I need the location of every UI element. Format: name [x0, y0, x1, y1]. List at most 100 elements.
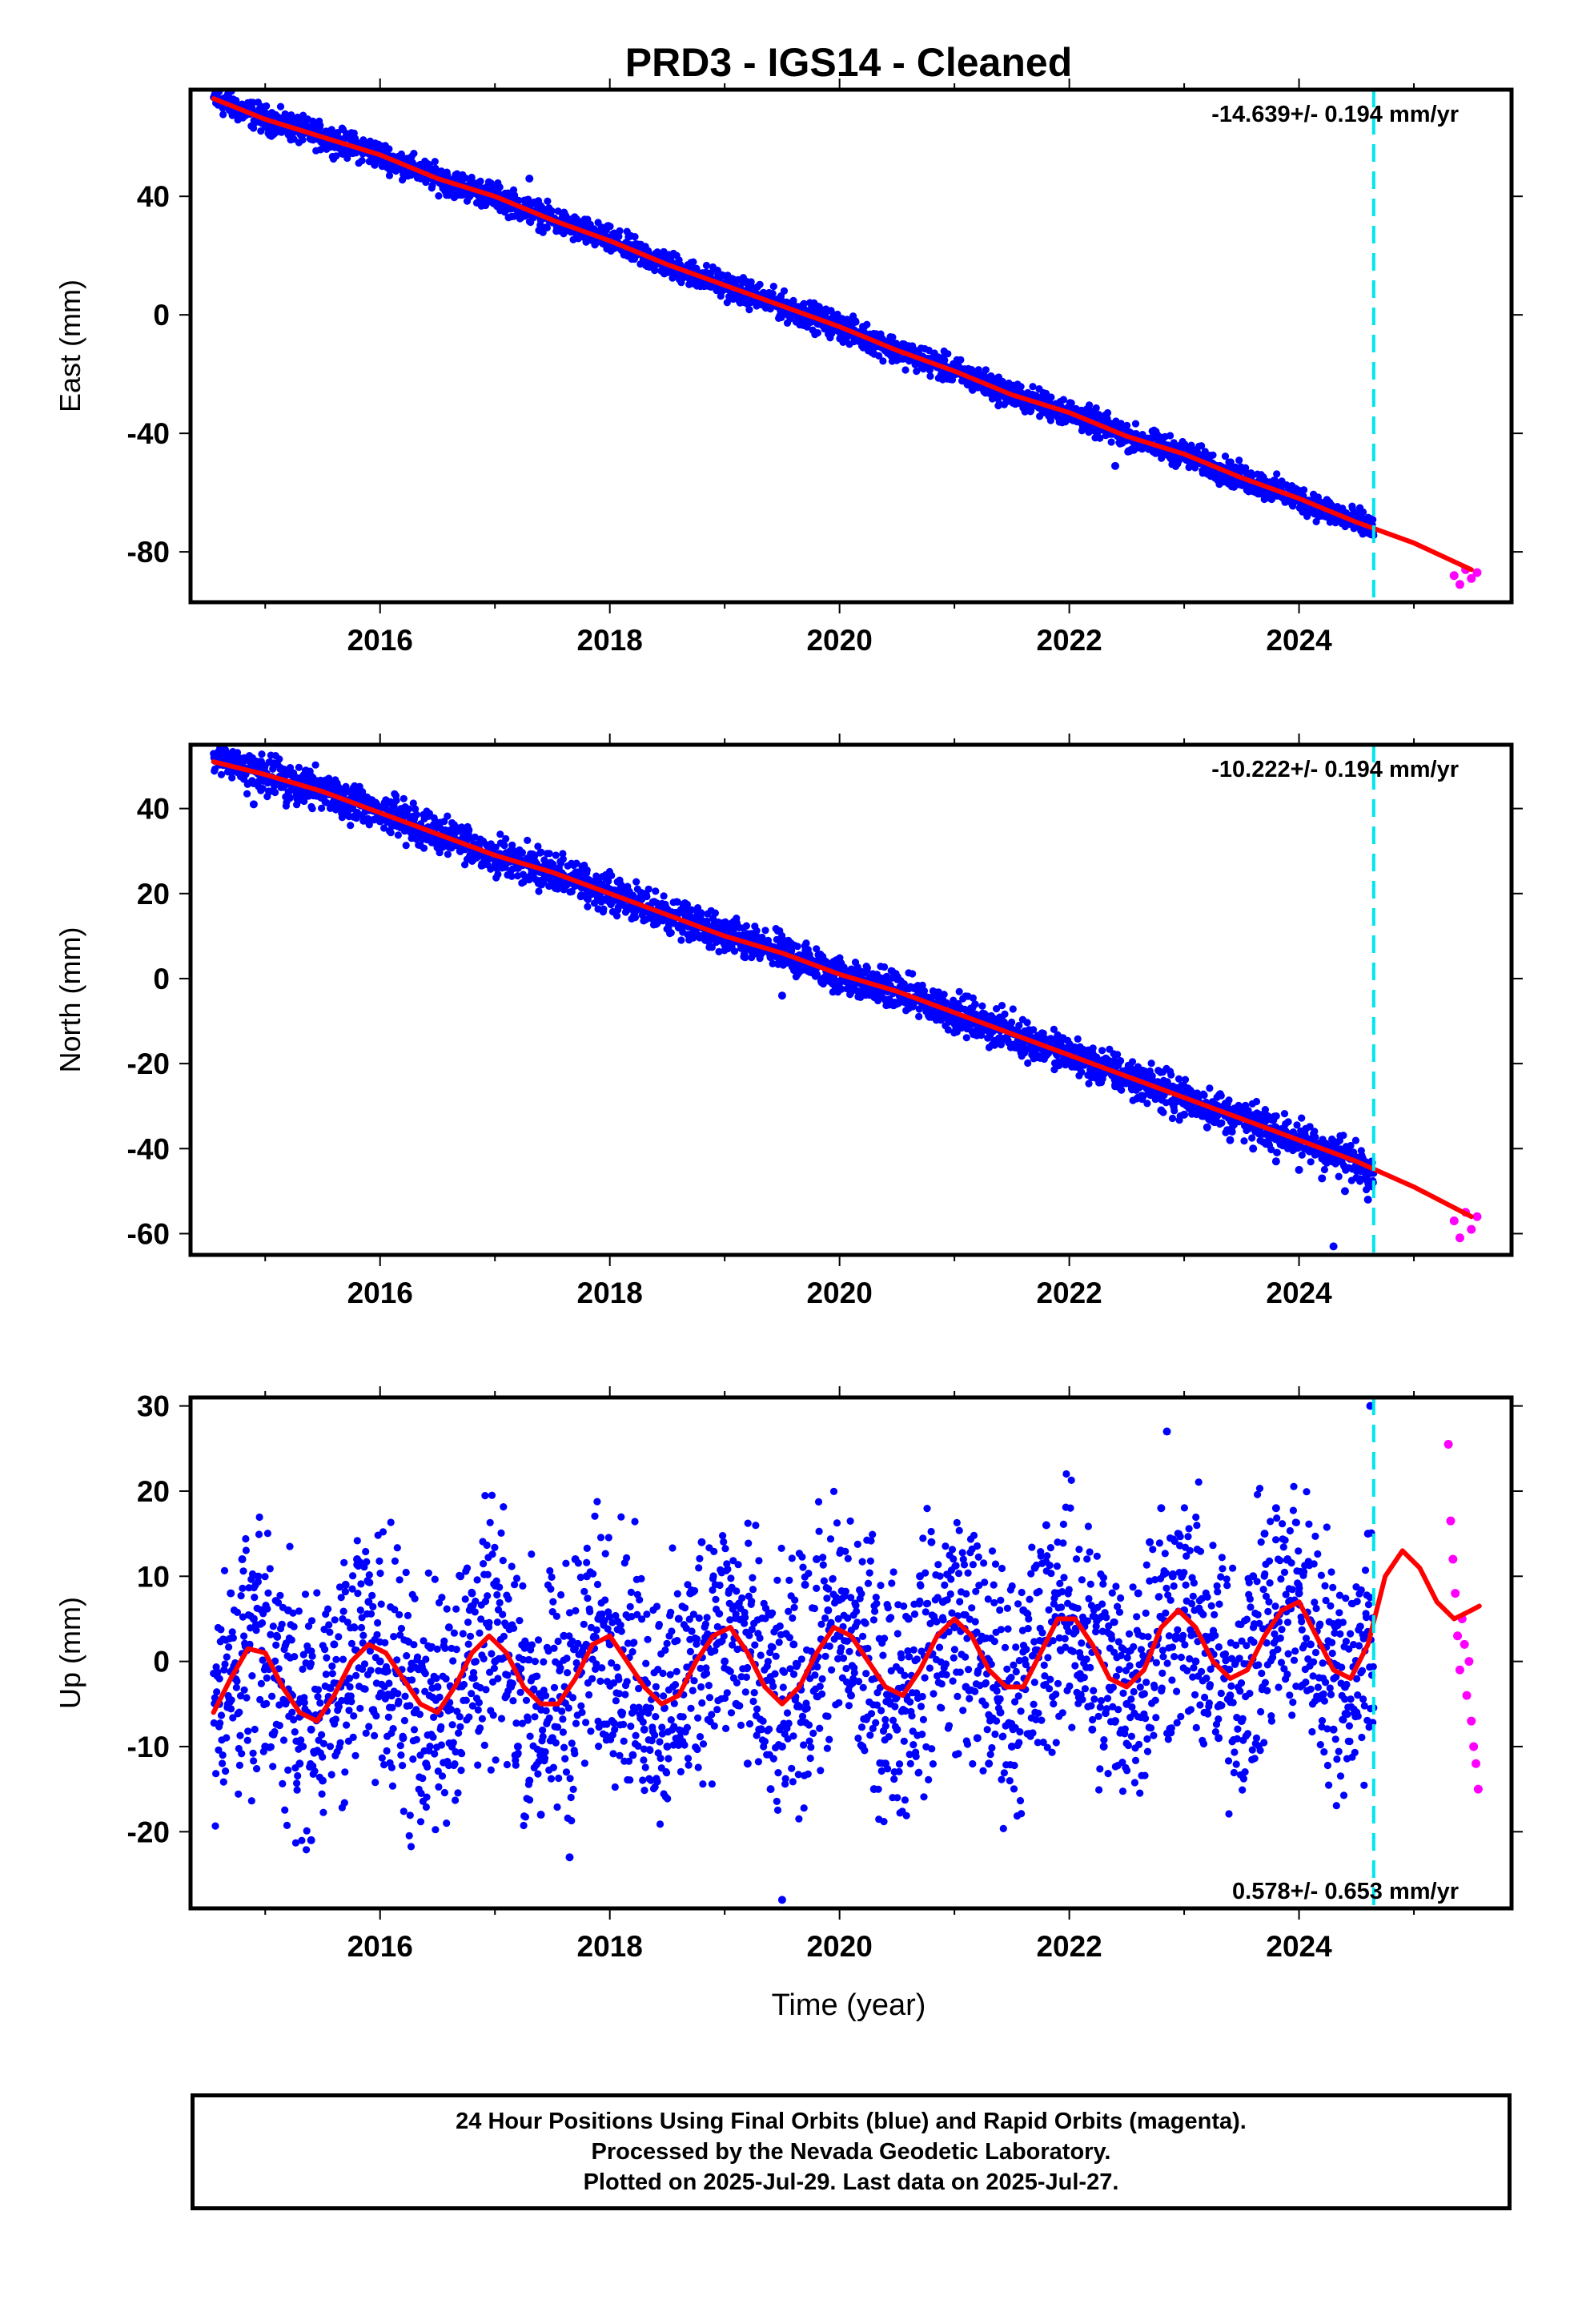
north-final-point [1181, 1076, 1190, 1084]
east-final-point [358, 157, 366, 165]
north-final-point [502, 834, 510, 842]
east-x-tick-label: 2016 [347, 624, 413, 657]
north-final-point [881, 963, 889, 971]
east-final-point [651, 267, 659, 275]
north-final-point [308, 805, 316, 813]
chart-title: PRD3 - IGS14 - Cleaned [625, 40, 1073, 85]
east-final-point [879, 357, 887, 365]
east-final-point [263, 102, 271, 110]
east-final-point [1042, 389, 1050, 397]
east-final-point [780, 287, 789, 295]
north-final-point [537, 848, 545, 856]
north-final-point [942, 999, 950, 1007]
east-frame [188, 87, 1514, 605]
north-final-point [1272, 1112, 1280, 1120]
north-final-point [295, 763, 303, 771]
east-final-point [543, 223, 552, 231]
north-final-point [425, 810, 434, 818]
east-final-point [889, 333, 897, 341]
north-final-point [1089, 1044, 1097, 1052]
north-final-point [909, 970, 917, 978]
east-final-point [334, 129, 342, 137]
north-final-point [1240, 1137, 1248, 1145]
north-final-point [392, 796, 400, 805]
north-final-point [572, 859, 580, 867]
north-final-point [1015, 1022, 1023, 1030]
north-final-point [611, 887, 619, 895]
north-y-tick-label: -40 [127, 1132, 170, 1165]
north-final-point [660, 892, 668, 900]
north-final-point [1117, 1057, 1125, 1065]
north-final-point [742, 922, 751, 930]
north-final-point [534, 842, 542, 850]
east-final-point [496, 183, 504, 191]
north-x-tick-label: 2022 [1036, 1277, 1102, 1309]
north-final-point [667, 929, 675, 937]
north-final-point [1248, 1134, 1256, 1142]
east-final-point [800, 300, 808, 308]
north-final-point [1023, 1019, 1031, 1027]
north-panel: 2016 2018 2020 2022 202440200-20-40-60North … [54, 734, 1523, 1309]
north-final-point [600, 905, 608, 913]
north-final-point [971, 1000, 979, 1008]
east-final-point [525, 174, 534, 183]
north-final-point [978, 1002, 986, 1010]
east-final-point [1300, 486, 1308, 494]
north-final-point [518, 849, 527, 857]
east-final-point [1138, 431, 1146, 439]
north-final-point [853, 987, 861, 995]
north-final-point [715, 947, 723, 955]
north-final-point [1147, 1059, 1155, 1068]
north-final-point [1143, 1100, 1151, 1108]
north-final-point [465, 826, 473, 834]
north-final-point [412, 810, 421, 819]
east-final-point [1273, 470, 1281, 478]
north-final-point [347, 822, 355, 830]
north-final-point [1168, 1114, 1177, 1123]
north-final-point [998, 1002, 1006, 1010]
north-final-point [402, 842, 410, 850]
east-final-point [1067, 399, 1075, 407]
north-final-point [258, 750, 266, 758]
north-final-point [552, 851, 560, 859]
east-final-point [544, 197, 552, 205]
north-final-point [1217, 1092, 1225, 1100]
north-final-point [500, 842, 508, 850]
north-final-point [711, 909, 720, 917]
east-final-point [476, 177, 484, 185]
north-final-point [753, 927, 761, 935]
north-final-point [631, 914, 640, 922]
north-final-point [409, 799, 417, 807]
east-x-tick-label: 2020 [806, 624, 872, 657]
east-final-point [786, 315, 794, 323]
north-final-point [271, 788, 279, 797]
north-final-point [944, 1026, 952, 1034]
north-final-point [514, 872, 522, 880]
north-final-point [259, 785, 267, 793]
north-y-tick-label: 0 [153, 963, 170, 995]
north-final-point [444, 812, 452, 820]
east-final-point [548, 207, 556, 215]
north-final-point [962, 1034, 970, 1042]
north-final-point [793, 943, 801, 951]
north-final-point [1225, 1096, 1233, 1104]
east-fit-line [211, 96, 1474, 573]
east-final-point [461, 174, 469, 182]
east-final-point [219, 111, 227, 119]
north-final-point [769, 959, 777, 967]
north-final-point [1030, 1026, 1038, 1034]
north-final-point [496, 830, 504, 838]
north-final-point [380, 824, 388, 832]
north-final-point [1024, 1059, 1032, 1068]
east-final-point [925, 346, 933, 355]
east-plot-area [210, 90, 1482, 602]
east-final-point [1271, 491, 1280, 500]
north-final-point [819, 980, 827, 988]
east-final-point [723, 299, 731, 307]
east-final-point [926, 366, 934, 374]
east-final-point [944, 350, 952, 358]
north-final-point [300, 797, 308, 806]
east-final-point [385, 145, 393, 153]
north-final-point [1009, 1005, 1017, 1013]
